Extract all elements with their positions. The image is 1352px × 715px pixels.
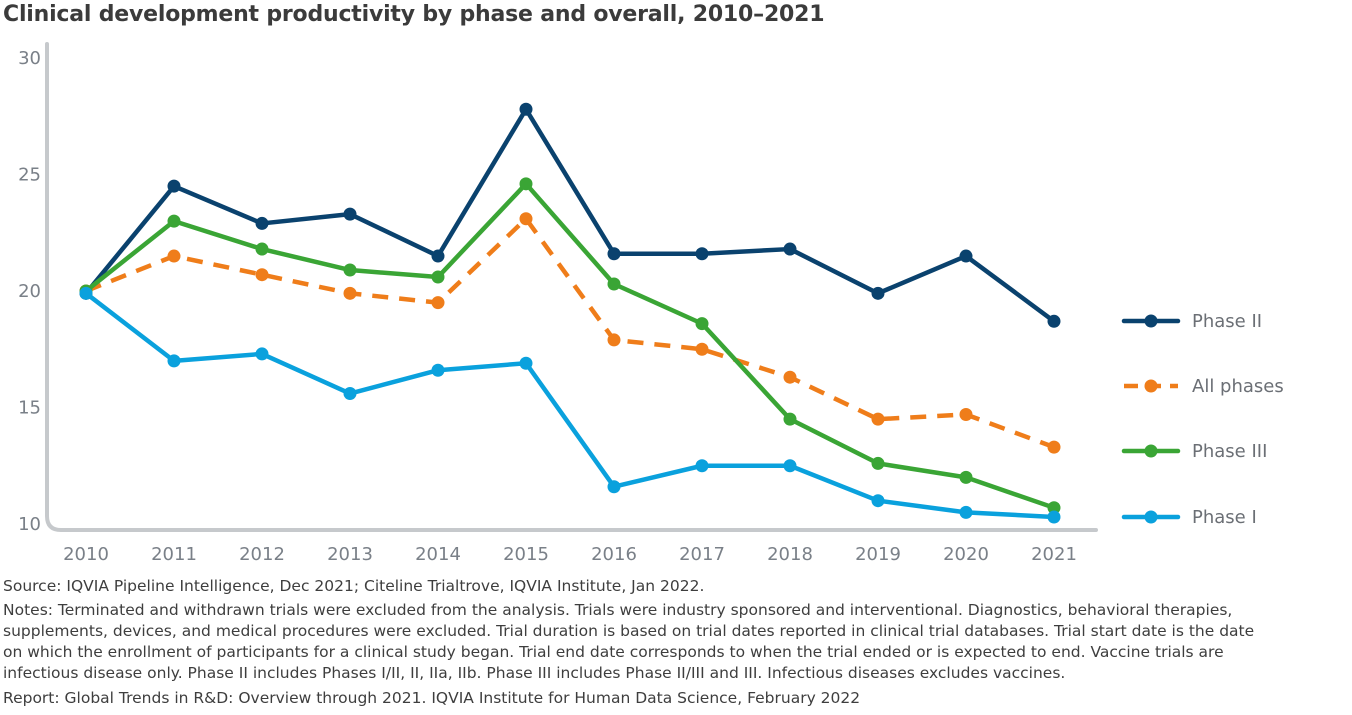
data-point-all-phases [255, 268, 269, 282]
data-point-phase-iii [783, 412, 797, 426]
data-point-phase-i [79, 286, 93, 300]
x-tick-label: 2017 [679, 544, 725, 565]
y-tick-label: 30 [18, 48, 41, 69]
data-point-phase-i [167, 354, 181, 368]
data-point-phase-ii [695, 247, 709, 261]
notes-line: on which the enrollment of participants … [3, 643, 1224, 661]
data-point-phase-ii [783, 242, 797, 256]
legend-marker [1144, 379, 1158, 393]
legend-item-phase-iii: Phase III [1121, 441, 1267, 462]
x-tick-label: 2019 [855, 544, 901, 565]
x-tick-label: 2015 [503, 544, 549, 565]
data-point-phase-ii [431, 249, 445, 263]
series-phase-iii [79, 177, 1061, 515]
x-tick-label: 2011 [151, 544, 197, 565]
notes-line: supplements, devices, and medical proced… [3, 622, 1255, 640]
legend-label: All phases [1192, 376, 1284, 397]
x-tick-label: 2014 [415, 544, 461, 565]
data-point-phase-i [959, 505, 973, 519]
data-point-all-phases [519, 212, 533, 226]
x-tick-label: 2010 [63, 544, 109, 565]
legend-label: Phase I [1192, 507, 1257, 528]
chart-title: Clinical development productivity by pha… [3, 2, 825, 27]
x-tick-labels: 2010 2011 2012 2013 2014 2015 2016 2017 2018 2019… [63, 544, 1077, 565]
series-phase-ii [79, 102, 1061, 328]
data-point-phase-ii [607, 247, 621, 261]
x-tick-label: 2018 [767, 544, 813, 565]
notes-line: infectious disease only. Phase II includ… [3, 664, 1066, 682]
data-point-phase-i [871, 494, 885, 508]
data-point-all-phases [431, 296, 445, 310]
y-tick-labels: 10 15 20 25 30 [18, 48, 41, 535]
data-point-phase-ii [519, 102, 533, 116]
y-tick-label: 10 [18, 514, 41, 535]
data-point-phase-i [783, 459, 797, 473]
series-phase-i [79, 286, 1061, 524]
source-note: Source: IQVIA Pipeline Intelligence, Dec… [3, 577, 705, 595]
data-point-phase-i [255, 347, 269, 361]
x-tick-label: 2016 [591, 544, 637, 565]
data-point-phase-iii [255, 242, 269, 256]
data-point-all-phases [1047, 440, 1061, 454]
series-line-phase-ii [83, 107, 1057, 324]
data-point-phase-ii [1047, 314, 1061, 328]
data-point-all-phases [343, 286, 357, 300]
data-point-all-phases [871, 412, 885, 426]
data-point-phase-iii [167, 214, 181, 228]
y-tick-label: 15 [18, 398, 41, 419]
data-point-phase-iii [871, 456, 885, 470]
notes: Notes: Terminated and withdrawn trials w… [3, 600, 1254, 684]
data-point-phase-ii [255, 216, 269, 230]
legend-marker [1144, 314, 1158, 328]
axis-line [45, 42, 1098, 532]
legend-item-all-phases: All phases [1124, 376, 1284, 397]
data-point-phase-i [607, 480, 621, 494]
series-line-phase-iii [83, 181, 1057, 510]
series-line-phase-i [83, 291, 1057, 520]
legend-item-phase-i: Phase I [1121, 507, 1257, 528]
legend-label: Phase III [1192, 441, 1267, 462]
data-point-phase-iii [607, 277, 621, 291]
report-note: Report: Global Trends in R&D: Overview t… [3, 689, 861, 707]
data-point-phase-i [1047, 510, 1061, 524]
data-point-all-phases [607, 333, 621, 347]
legend-item-phase-ii: Phase II [1121, 311, 1262, 332]
notes-line: Notes: Terminated and withdrawn trials w… [3, 601, 1233, 619]
series-line-all-phases [85, 216, 1055, 450]
data-point-phase-iii [343, 263, 357, 277]
data-point-phase-ii [343, 207, 357, 221]
data-point-phase-iii [431, 270, 445, 284]
data-point-phase-ii [959, 249, 973, 263]
data-point-phase-iii [695, 317, 709, 331]
data-point-all-phases [959, 407, 973, 421]
legend: Phase II All phases Phase III Phase I [1121, 311, 1284, 528]
data-point-phase-ii [167, 179, 181, 193]
legend-marker [1144, 444, 1158, 458]
data-point-phase-iii [1047, 501, 1061, 515]
data-point-phase-i [695, 459, 709, 473]
data-point-all-phases [783, 370, 797, 384]
series-all-phases [79, 212, 1061, 454]
series-layer [79, 102, 1061, 524]
x-tick-label: 2012 [239, 544, 285, 565]
data-point-phase-iii [519, 177, 533, 191]
x-tick-label: 2021 [1031, 544, 1077, 565]
data-point-all-phases [695, 342, 709, 356]
axis-layer [45, 42, 1098, 532]
x-tick-label: 2020 [943, 544, 989, 565]
data-point-phase-i [431, 363, 445, 377]
x-tick-label: 2013 [327, 544, 373, 565]
data-point-phase-iii [959, 470, 973, 484]
data-point-all-phases [167, 249, 181, 263]
data-point-phase-ii [871, 286, 885, 300]
legend-marker [1144, 510, 1158, 524]
data-point-phase-i [519, 356, 533, 370]
y-tick-label: 25 [18, 165, 41, 186]
legend-label: Phase II [1192, 311, 1262, 332]
y-tick-label: 20 [18, 281, 41, 302]
data-point-phase-i [343, 387, 357, 401]
